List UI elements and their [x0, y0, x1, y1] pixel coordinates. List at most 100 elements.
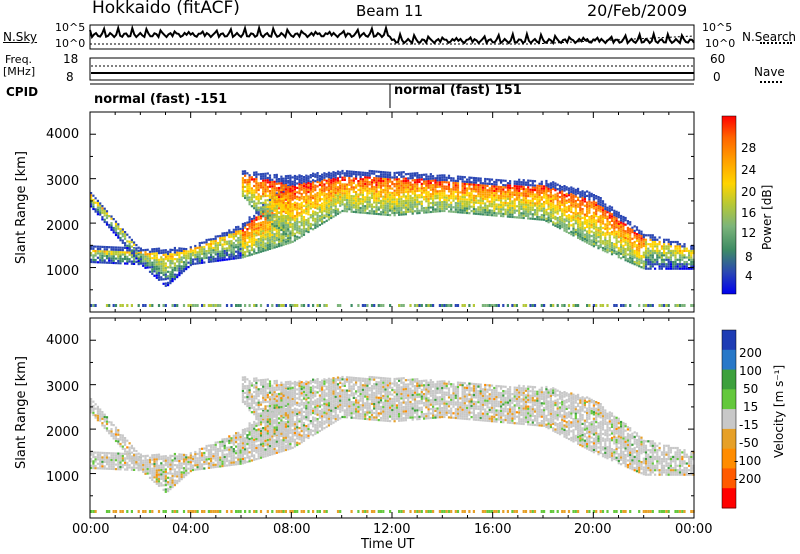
power-cell: [300, 192, 303, 196]
velocity-cell: [155, 462, 158, 465]
power-cell: [683, 256, 686, 259]
power-cell: [275, 209, 278, 212]
power-cell: [368, 212, 371, 215]
power-cell: [620, 243, 623, 246]
power-cell: [101, 218, 104, 221]
power-cell: [296, 222, 299, 225]
power-cell: [248, 251, 251, 255]
power-cell: [246, 196, 249, 199]
power-cell: [400, 202, 403, 205]
power-cell: [667, 243, 670, 246]
power-cell: [493, 203, 496, 206]
power-cell: [112, 259, 115, 262]
power-cell: [296, 177, 299, 181]
power-cell: [307, 219, 310, 222]
power-cell: [601, 204, 605, 207]
power-cell: [137, 304, 140, 307]
power-cell: [325, 208, 328, 211]
power-cell: [291, 205, 294, 208]
power-cell: [432, 204, 435, 207]
power-cell: [488, 205, 491, 208]
velocity-cell: [90, 398, 93, 401]
power-cell: [235, 230, 238, 233]
power-cell: [316, 192, 319, 195]
power-cell: [282, 197, 285, 200]
power-cell: [477, 212, 480, 216]
power-cell: [350, 203, 353, 207]
power-cell: [640, 255, 643, 258]
power-cell: [164, 278, 167, 281]
power-cell: [565, 228, 568, 231]
power-cell: [454, 202, 457, 205]
power-cell: [672, 267, 675, 270]
power-cell: [466, 187, 469, 190]
power-cell: [411, 190, 414, 193]
power-cell: [255, 252, 258, 255]
power-cell: [364, 196, 367, 199]
velocity-cell: [135, 456, 138, 459]
power-cell: [169, 248, 172, 251]
power-cell: [590, 241, 593, 244]
power-cell: [502, 215, 505, 218]
power-cell: [391, 200, 394, 203]
power-cell: [515, 209, 518, 212]
power-cell: [667, 265, 670, 268]
power-cell: [262, 206, 265, 209]
power-cell: [287, 228, 290, 231]
power-cell: [527, 192, 530, 195]
power-cell: [157, 260, 161, 264]
power-cell: [590, 203, 593, 207]
power-cell: [130, 253, 133, 256]
power-cell: [656, 263, 659, 266]
power-cell: [379, 170, 383, 174]
power-cell: [171, 266, 174, 269]
power-cell: [305, 199, 308, 202]
power-cell: [438, 304, 441, 307]
power-cell: [547, 198, 550, 201]
power-cell: [561, 226, 564, 229]
power-cell: [266, 226, 269, 229]
power-cell: [617, 220, 620, 223]
power-cell: [339, 180, 342, 183]
power-cell: [210, 304, 213, 307]
power-cell: [454, 179, 457, 182]
power-cell: [620, 250, 623, 253]
power-cell: [237, 254, 240, 257]
power-cell: [441, 183, 444, 186]
power-cell: [225, 251, 229, 254]
power-cell: [509, 211, 512, 214]
power-cell: [282, 226, 285, 229]
power-cell: [454, 210, 457, 214]
power-cell: [248, 234, 251, 237]
power-cell: [599, 199, 602, 202]
power-cell: [293, 234, 296, 238]
power-cell: [201, 304, 204, 307]
velocity-cell: [148, 456, 152, 459]
power-cell: [556, 221, 559, 224]
power-cell: [223, 232, 226, 235]
power-cell: [268, 190, 272, 193]
power-cell: [325, 195, 328, 198]
power-cell: [282, 214, 285, 217]
power-cell: [273, 244, 276, 247]
power-cell: [461, 180, 464, 183]
power-cell: [615, 252, 618, 256]
power-cell: [130, 249, 133, 253]
power-cell: [597, 244, 600, 248]
power-cell: [309, 214, 312, 217]
power-cell: [325, 210, 328, 213]
power-cell: [219, 254, 222, 258]
power-cell: [287, 226, 290, 229]
power-cell: [620, 228, 623, 231]
power-cell: [690, 245, 693, 248]
power-cell: [151, 248, 154, 251]
power-cell: [567, 191, 571, 195]
velocity-cell: [124, 457, 127, 460]
power-cell: [384, 173, 387, 176]
power-cell: [268, 183, 272, 186]
power-cell: [384, 180, 387, 183]
power-cell: [579, 209, 582, 212]
power-cell: [592, 245, 595, 248]
power-cell: [332, 200, 335, 203]
power-cell: [567, 189, 571, 192]
